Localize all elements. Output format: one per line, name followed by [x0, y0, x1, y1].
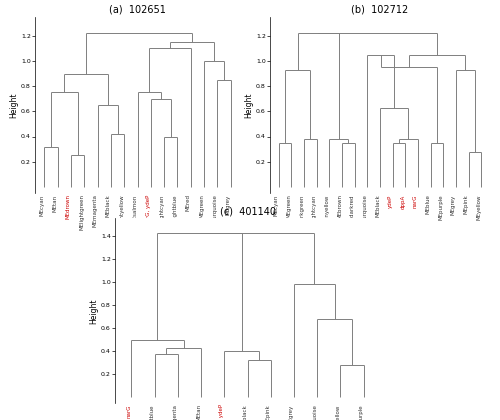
Text: MEpink: MEpink	[266, 404, 270, 420]
Text: MElightyellow: MElightyellow	[119, 194, 124, 232]
Text: MEtan: MEtan	[196, 404, 201, 420]
Text: MEbrown: MEbrown	[337, 194, 342, 220]
Text: MEturquoise: MEturquoise	[312, 404, 317, 420]
Text: MElightcyan: MElightcyan	[312, 194, 317, 228]
Y-axis label: Height: Height	[9, 92, 18, 118]
Text: MElightcyan: MElightcyan	[159, 194, 164, 228]
Text: MEdarkgreen: MEdarkgreen	[299, 194, 304, 231]
Text: MEgreenyellow: MEgreenyellow	[336, 404, 340, 420]
Text: MEyellow: MEyellow	[476, 194, 481, 220]
Text: MEmidnightblue: MEmidnightblue	[150, 404, 154, 420]
Text: MEgrey: MEgrey	[226, 194, 230, 215]
Text: MEblack: MEblack	[375, 194, 380, 217]
Text: MEdrown: MEdrown	[66, 194, 71, 220]
Text: MEmidnightblue: MEmidnightblue	[172, 194, 178, 239]
Text: MEpink: MEpink	[464, 194, 468, 214]
Y-axis label: Height: Height	[244, 92, 253, 118]
Text: MEmagenta: MEmagenta	[173, 404, 178, 420]
Text: MEred: MEred	[186, 194, 190, 211]
Text: MEpurple: MEpurple	[358, 404, 364, 420]
Title: (c)  401140: (c) 401140	[220, 206, 276, 216]
Text: ydeP: ydeP	[388, 194, 392, 208]
Y-axis label: Height: Height	[89, 298, 98, 323]
Title: (b)  102712: (b) 102712	[352, 5, 408, 15]
Text: MEblack: MEblack	[242, 404, 248, 420]
Text: narG: narG	[413, 194, 418, 208]
Text: MEgrey: MEgrey	[289, 404, 294, 420]
Text: MEturquoise: MEturquoise	[212, 194, 218, 228]
Text: MEsalmon: MEsalmon	[132, 194, 138, 223]
Text: MEgrey: MEgrey	[451, 194, 456, 215]
Text: MEgreenyellow: MEgreenyellow	[324, 194, 330, 236]
Text: narG, ydeP: narG, ydeP	[146, 194, 151, 225]
Text: MEcyan: MEcyan	[40, 194, 44, 216]
Text: MEblue: MEblue	[426, 194, 430, 214]
Text: narG: narG	[126, 404, 132, 418]
Text: MEtan: MEtan	[52, 194, 58, 212]
Text: dppA, ydeP: dppA, ydeP	[220, 404, 224, 420]
Text: MElightgreen: MElightgreen	[80, 194, 84, 231]
Text: MEpurple: MEpurple	[438, 194, 443, 220]
Text: MEgreen: MEgreen	[199, 194, 204, 218]
Text: MEgreen: MEgreen	[286, 194, 292, 218]
Text: MEmagenta: MEmagenta	[92, 194, 98, 228]
Text: MEturquoise: MEturquoise	[362, 194, 368, 228]
Text: dppA: dppA	[400, 194, 406, 209]
Text: MEcyan: MEcyan	[274, 194, 279, 216]
Text: MEblack: MEblack	[106, 194, 111, 217]
Title: (a)  102651: (a) 102651	[109, 5, 166, 15]
Text: MEdarkred: MEdarkred	[350, 194, 354, 224]
